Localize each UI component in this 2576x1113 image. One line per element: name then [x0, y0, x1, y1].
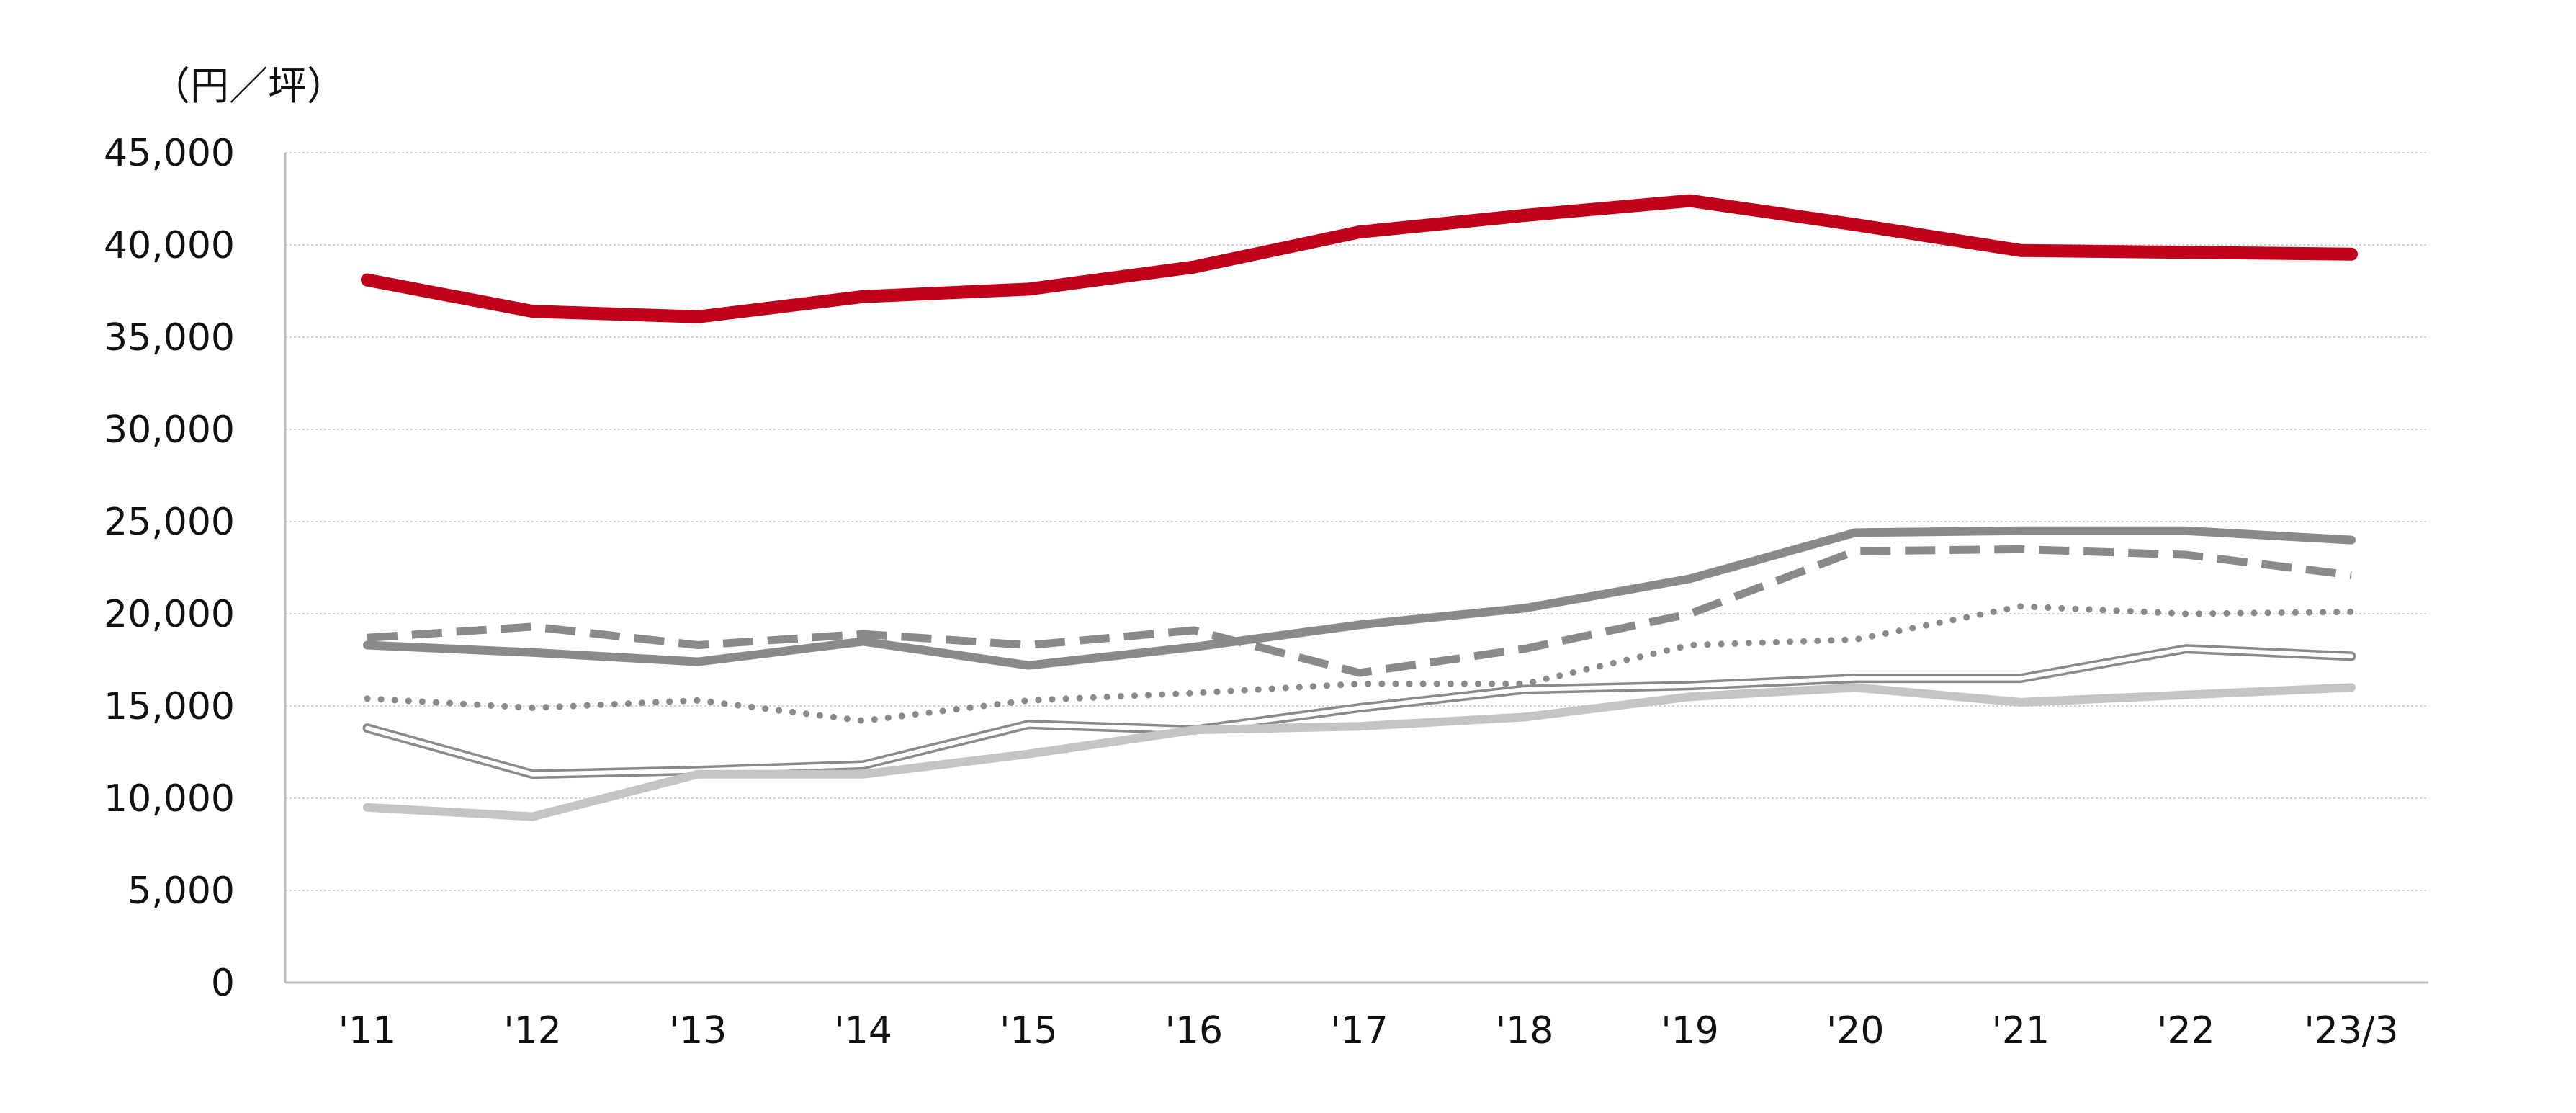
series-line-path	[363, 526, 2356, 670]
series-line-5	[362, 644, 2356, 779]
series-line-2	[363, 526, 2356, 670]
x-axis-tick-labels: '11 '12 '13 '14 '15 '16 '17 '18 '19 '20 '21 '22 '23/…	[338, 1009, 2399, 1052]
series-line-3	[367, 545, 2352, 677]
y-tick-label: 40,000	[104, 224, 235, 267]
y-axis-tick-labels: 0 5,000 10,000 15,000 20,000 25,000 30,000 35,0…	[104, 132, 235, 1005]
x-tick-label: '21	[1992, 1009, 2050, 1052]
y-tick-label: 5,000	[127, 870, 235, 913]
x-tick-label: '14	[835, 1009, 892, 1052]
y-tick-label: 25,000	[104, 501, 235, 544]
x-tick-label: '23/3	[2304, 1009, 2398, 1052]
series-line-1	[361, 194, 2358, 323]
x-tick-label: '19	[1661, 1009, 1718, 1052]
x-tick-label: '15	[1000, 1009, 1057, 1052]
series-line-outer	[362, 644, 2356, 779]
series-line-path	[361, 194, 2358, 323]
y-tick-label: 30,000	[104, 408, 235, 452]
series-line-path	[363, 683, 2356, 821]
series-line-path	[364, 603, 2355, 724]
x-tick-label: '18	[1496, 1009, 1553, 1052]
y-tick-label: 45,000	[104, 132, 235, 175]
y-tick-label: 35,000	[104, 316, 235, 359]
axes	[284, 153, 2428, 984]
y-tick-label: 20,000	[104, 593, 235, 636]
series-line-4	[364, 603, 2355, 724]
series-line-path	[367, 545, 2352, 677]
x-tick-label: '12	[503, 1009, 561, 1052]
x-tick-label: '20	[1826, 1009, 1884, 1052]
series-line-6	[363, 683, 2356, 821]
data-series	[361, 194, 2358, 821]
y-tick-label: 10,000	[104, 777, 235, 821]
y-tick-label: 15,000	[104, 685, 235, 728]
x-tick-label: '11	[338, 1009, 396, 1052]
x-tick-label: '17	[1330, 1009, 1388, 1052]
y-tick-label: 0	[211, 962, 235, 1005]
y-axis-unit-label: （円／坪）	[151, 63, 346, 109]
x-tick-label: '22	[2157, 1009, 2214, 1052]
x-tick-label: '13	[669, 1009, 727, 1052]
x-tick-label: '16	[1165, 1009, 1223, 1052]
gridlines	[285, 152, 2428, 891]
